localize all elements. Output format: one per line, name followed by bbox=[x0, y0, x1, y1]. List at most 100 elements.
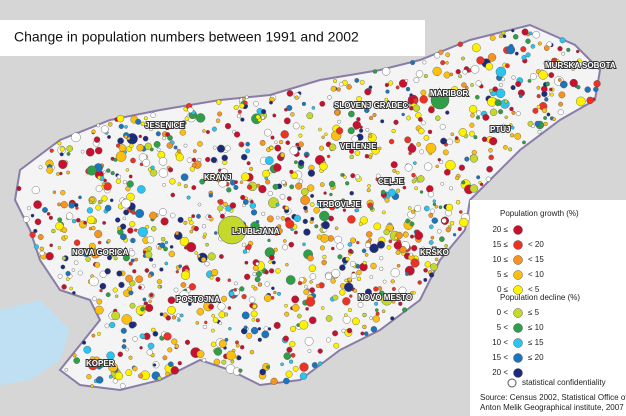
settlement-dot bbox=[476, 110, 482, 116]
settlement-dot bbox=[319, 182, 325, 188]
settlement-dot bbox=[515, 111, 521, 117]
settlement-dot bbox=[146, 246, 153, 252]
settlement-dot bbox=[209, 275, 214, 280]
settlement-dot bbox=[177, 361, 182, 366]
settlement-dot bbox=[272, 113, 277, 118]
settlement-dot bbox=[162, 312, 168, 318]
settlement-dot bbox=[304, 284, 308, 289]
settlement-dot bbox=[303, 228, 311, 236]
settlement-dot bbox=[561, 51, 566, 56]
settlement-dot bbox=[217, 302, 226, 311]
settlement-dot bbox=[251, 284, 255, 289]
settlement-dot bbox=[264, 156, 274, 165]
settlement-dot bbox=[471, 149, 477, 156]
settlement-dot bbox=[108, 362, 118, 373]
settlement-dot bbox=[347, 127, 355, 135]
settlement-dot bbox=[109, 321, 116, 329]
settlement-dot bbox=[135, 208, 145, 218]
settlement-dot bbox=[319, 100, 326, 107]
settlement-dot bbox=[488, 147, 493, 153]
settlement-dot bbox=[88, 242, 96, 250]
settlement-dot bbox=[226, 350, 236, 361]
settlement-dot bbox=[295, 142, 300, 147]
settlement-dot bbox=[83, 220, 88, 225]
settlement-dot bbox=[371, 146, 380, 155]
settlement-dot bbox=[538, 70, 548, 80]
settlement-dot bbox=[115, 178, 122, 184]
settlement-dot bbox=[525, 52, 531, 58]
settlement-dot bbox=[508, 147, 513, 152]
settlement-dot bbox=[208, 193, 214, 198]
settlement-dot bbox=[213, 347, 223, 356]
settlement-dot bbox=[495, 88, 506, 99]
settlement-dot bbox=[341, 198, 346, 203]
settlement-dot bbox=[149, 127, 153, 132]
settlement-dot bbox=[300, 195, 310, 205]
settlement-dot bbox=[401, 112, 405, 117]
settlement-dot bbox=[196, 350, 205, 358]
legend-label: statistical confidentiality bbox=[522, 378, 606, 387]
legend-label: < 10 bbox=[528, 270, 544, 279]
settlement-dot bbox=[423, 267, 428, 273]
settlement-dot bbox=[160, 217, 169, 226]
settlement-dot bbox=[22, 216, 30, 223]
settlement-dot bbox=[124, 134, 128, 139]
settlement-dot bbox=[536, 93, 541, 99]
settlement-dot bbox=[398, 301, 403, 306]
settlement-dot bbox=[314, 224, 319, 229]
settlement-dot bbox=[383, 229, 390, 236]
settlement-dot bbox=[108, 374, 113, 379]
settlement-dot bbox=[425, 142, 437, 154]
settlement-dot bbox=[521, 28, 529, 36]
settlement-dot bbox=[257, 282, 263, 287]
settlement-dot bbox=[311, 362, 318, 369]
settlement-dot bbox=[388, 239, 393, 244]
settlement-dot bbox=[244, 273, 251, 280]
settlement-dot bbox=[120, 233, 127, 241]
settlement-dot bbox=[257, 327, 262, 331]
settlement-dot bbox=[86, 207, 94, 214]
settlement-dot bbox=[194, 251, 198, 255]
settlement-dot bbox=[86, 374, 92, 380]
settlement-dot bbox=[404, 78, 409, 83]
settlement-dot bbox=[66, 145, 73, 152]
settlement-dot bbox=[348, 110, 355, 118]
settlement-dot bbox=[284, 303, 288, 308]
city-label: KOPER bbox=[86, 359, 115, 368]
settlement-dot bbox=[509, 133, 515, 138]
settlement-dot bbox=[210, 172, 216, 178]
settlement-dot bbox=[218, 321, 223, 325]
settlement-dot bbox=[163, 332, 172, 341]
settlement-dot bbox=[39, 246, 44, 252]
settlement-dot bbox=[364, 88, 372, 96]
settlement-dot bbox=[273, 321, 281, 329]
legend-swatch bbox=[513, 285, 523, 295]
settlement-dot bbox=[57, 217, 63, 223]
settlement-dot bbox=[334, 109, 341, 116]
settlement-dot bbox=[390, 279, 395, 284]
legend-label: < 15 bbox=[528, 255, 544, 264]
settlement-dot bbox=[33, 228, 38, 234]
settlement-dot bbox=[333, 342, 340, 349]
settlement-dot bbox=[93, 136, 101, 143]
settlement-dot bbox=[285, 370, 293, 378]
settlement-dot bbox=[593, 86, 599, 93]
settlement-dot bbox=[179, 313, 184, 318]
settlement-dot bbox=[255, 318, 260, 323]
settlement-dot bbox=[407, 206, 412, 210]
settlement-dot bbox=[510, 85, 516, 91]
settlement-dot bbox=[347, 308, 352, 313]
settlement-dot bbox=[489, 137, 498, 146]
settlement-dot bbox=[378, 146, 382, 151]
settlement-dot bbox=[227, 306, 232, 310]
settlement-dot bbox=[319, 245, 325, 251]
settlement-dot bbox=[245, 148, 251, 154]
settlement-dot bbox=[140, 121, 146, 127]
settlement-dot bbox=[184, 339, 191, 345]
settlement-dot bbox=[402, 185, 407, 190]
settlement-dot bbox=[427, 191, 434, 198]
settlement-dot bbox=[337, 254, 343, 260]
settlement-dot bbox=[109, 198, 114, 203]
settlement-dot bbox=[188, 283, 197, 291]
settlement-dot bbox=[362, 312, 367, 318]
